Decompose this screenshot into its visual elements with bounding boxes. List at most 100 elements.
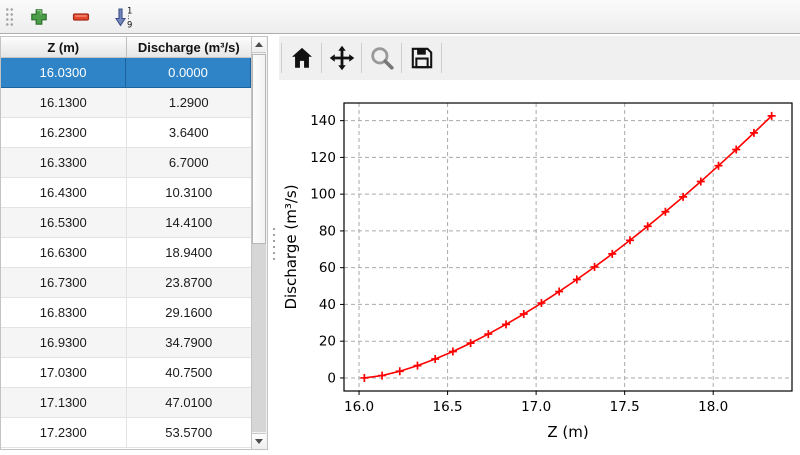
save-icon — [411, 47, 432, 69]
table-cell[interactable]: 34.7900 — [126, 328, 251, 358]
down-arrow-icon — [255, 439, 263, 444]
table-cell[interactable]: 16.7300 — [1, 268, 127, 298]
scrollbar-thumb[interactable] — [252, 54, 266, 244]
add-row-button[interactable] — [22, 3, 56, 31]
data-point-marker — [378, 371, 387, 380]
table-cell[interactable]: 16.4300 — [1, 178, 127, 208]
table-cell[interactable]: 29.1600 — [126, 298, 251, 328]
data-point-marker — [749, 128, 758, 137]
data-point-marker — [696, 177, 705, 186]
table-row[interactable]: 16.0300 0.0000 — [1, 58, 251, 88]
data-point-marker — [413, 361, 422, 370]
data-point-marker — [643, 222, 652, 231]
rating-table: Z (m) Discharge (m³/s) 16.0300 0.0000 16.1… — [0, 36, 252, 450]
table-cell[interactable]: 16.0300 — [1, 58, 126, 88]
table-cell[interactable]: 17.1300 — [1, 388, 127, 418]
table-cell[interactable]: 3.6400 — [126, 118, 251, 148]
data-point-marker — [714, 161, 723, 170]
table-row[interactable]: 17.2300 53.5700 — [1, 418, 251, 448]
table-cell[interactable]: 6.7000 — [126, 148, 251, 178]
chart-canvas[interactable]: 16.0 16.5 17.0 17.5 18.0 0 20 40 60 80 100 120 140 Z … — [279, 80, 800, 450]
table-row[interactable]: 16.3300 6.7000 — [1, 148, 251, 178]
x-tick-label: 17.5 — [610, 399, 640, 415]
data-point-marker — [537, 299, 546, 308]
table-row[interactable]: 16.2300 3.6400 — [1, 118, 251, 148]
table-row[interactable]: 16.4300 10.3100 — [1, 178, 251, 208]
magnifier-icon — [370, 47, 394, 70]
table-row[interactable]: 16.6300 18.9400 — [1, 238, 251, 268]
up-arrow-icon — [255, 42, 263, 47]
y-tick-label: 140 — [310, 113, 336, 129]
table-row[interactable]: 16.7300 23.8700 — [1, 268, 251, 298]
toolbar-separator — [281, 43, 282, 73]
table-cell[interactable]: 47.0100 — [126, 388, 251, 418]
save-button[interactable] — [402, 40, 441, 76]
data-point-marker — [519, 310, 528, 319]
minus-icon — [72, 12, 90, 21]
table-cell[interactable]: 16.6300 — [1, 238, 127, 268]
plus-icon — [31, 8, 47, 25]
data-point-marker — [625, 236, 634, 245]
y-tick-label: 120 — [310, 150, 336, 166]
data-point-marker — [502, 320, 511, 329]
table-row[interactable]: 16.5300 14.4100 — [1, 208, 251, 238]
data-point-marker — [767, 111, 776, 120]
table-row[interactable]: 16.1300 1.2900 — [1, 88, 251, 118]
scroll-down-button[interactable] — [252, 433, 266, 449]
splitter-handle-icon — [271, 226, 276, 260]
home-button[interactable] — [282, 40, 321, 76]
svg-text:9: 9 — [127, 20, 132, 29]
data-point-marker — [466, 339, 475, 348]
table-cell[interactable]: 18.9400 — [126, 238, 251, 268]
sort-rows-button[interactable]: 1 9 — [106, 3, 140, 31]
remove-row-button[interactable] — [64, 3, 98, 31]
table-cell[interactable]: 10.3100 — [126, 178, 251, 208]
table-cell[interactable]: 53.5700 — [126, 418, 251, 448]
toolbar-drag-handle[interactable] — [5, 6, 14, 27]
table-row[interactable]: 16.8300 29.1600 — [1, 298, 251, 328]
table-cell[interactable]: 16.8300 — [1, 298, 127, 328]
table-cell[interactable]: 23.8700 — [126, 268, 251, 298]
table-cell[interactable]: 16.1300 — [1, 88, 127, 118]
table-cell[interactable]: 0.0000 — [126, 58, 251, 88]
table-cell[interactable]: 16.3300 — [1, 148, 127, 178]
table-header: Z (m) Discharge (m³/s) — [1, 37, 251, 58]
table-row[interactable]: 17.0300 40.7500 — [1, 358, 251, 388]
table-cell[interactable]: 17.0300 — [1, 358, 127, 388]
plot-border — [343, 102, 793, 392]
table-cell[interactable]: 1.2900 — [126, 88, 251, 118]
data-point-marker — [555, 287, 564, 296]
sort-ascending-icon: 1 9 — [114, 6, 132, 29]
main-toolbar: 1 9 — [0, 0, 800, 34]
chart-panel: 16.0 16.5 17.0 17.5 18.0 0 20 40 60 80 100 120 140 Z … — [279, 36, 800, 450]
pan-button[interactable] — [322, 40, 361, 76]
y-tick-label: 80 — [319, 223, 336, 239]
table-cell[interactable]: 16.9300 — [1, 328, 127, 358]
table-row[interactable]: 17.1300 47.0100 — [1, 388, 251, 418]
data-point-marker — [608, 249, 617, 258]
panel-splitter[interactable] — [268, 36, 279, 450]
data-point-marker — [590, 262, 599, 271]
column-header-discharge[interactable]: Discharge (m³/s) — [137, 39, 240, 55]
scroll-up-button[interactable] — [252, 37, 266, 53]
home-icon — [291, 47, 312, 68]
table-cell[interactable]: 16.5300 — [1, 208, 127, 238]
table-row[interactable]: 16.9300 34.7900 — [1, 328, 251, 358]
toolbar-separator — [401, 43, 402, 73]
table-cell[interactable]: 40.7500 — [126, 358, 251, 388]
table-cell[interactable]: 16.2300 — [1, 118, 127, 148]
toolbar-separator — [441, 43, 442, 73]
data-point-marker — [448, 347, 457, 356]
table-cell[interactable]: 14.4100 — [126, 208, 251, 238]
column-header-z[interactable]: Z (m) — [1, 37, 127, 57]
zoom-button[interactable] — [362, 40, 401, 76]
data-point-marker — [395, 367, 404, 376]
chart-toolbar — [279, 36, 800, 80]
x-axis-label: Z (m) — [547, 423, 588, 441]
data-point-marker — [679, 192, 688, 201]
data-point-marker — [572, 275, 581, 284]
table-scrollbar[interactable] — [252, 36, 268, 450]
data-point-marker — [732, 145, 741, 154]
x-tick-label: 16.5 — [433, 399, 463, 415]
table-cell[interactable]: 17.2300 — [1, 418, 127, 448]
